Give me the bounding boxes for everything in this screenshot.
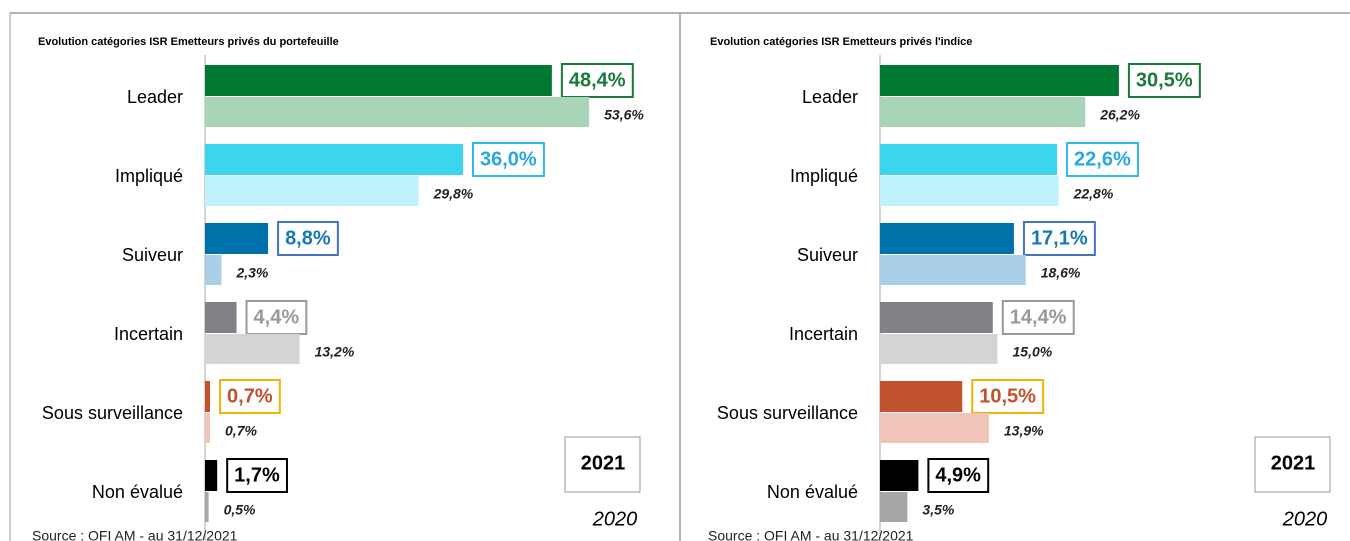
value-label: 1,7%	[234, 464, 280, 486]
chart-title: Evolution catégories ISR Emetteurs privé…	[710, 36, 972, 48]
value-label: 2,3%	[235, 265, 268, 281]
value-label: 15,0%	[1013, 344, 1053, 360]
bar	[205, 492, 209, 522]
source-note: Source : OFI AM - au 31/12/2021	[32, 528, 238, 541]
bar	[205, 381, 211, 412]
value-label-box	[1001, 300, 1075, 335]
value-label: 29,8%	[433, 186, 474, 202]
category-label: Incertain	[789, 324, 858, 344]
value-label: 26,2%	[1099, 107, 1140, 123]
bar	[880, 97, 1086, 127]
value-label: 13,9%	[1004, 423, 1044, 439]
bar	[205, 255, 222, 285]
bar	[880, 176, 1059, 206]
bar	[880, 460, 919, 491]
value-label: 13,2%	[315, 344, 355, 360]
legend-label: 2020	[1282, 508, 1328, 530]
bar	[205, 65, 552, 96]
bar	[205, 144, 463, 175]
legend-label: 2021	[1271, 452, 1316, 474]
bar	[880, 65, 1119, 96]
category-label: Sous surveillance	[42, 403, 183, 423]
bar	[205, 460, 218, 491]
category-label: Incertain	[114, 324, 183, 344]
category-label: Impliqué	[790, 166, 858, 186]
bar	[205, 97, 590, 127]
category-label: Non évalué	[767, 482, 858, 502]
value-label-box	[226, 458, 288, 493]
bar	[880, 302, 993, 333]
value-label-box	[560, 63, 634, 98]
value-label-box	[1066, 142, 1139, 177]
category-label: Non évalué	[92, 482, 183, 502]
category-label: Sous surveillance	[717, 403, 858, 423]
value-label-box	[1127, 63, 1201, 98]
value-label: 0,7%	[225, 423, 257, 439]
value-label: 10,5%	[979, 385, 1036, 407]
value-label: 0,7%	[227, 385, 273, 407]
bar	[880, 334, 998, 364]
value-label: 8,8%	[285, 227, 331, 249]
bar	[205, 334, 300, 364]
value-label-box	[219, 379, 281, 414]
value-label: 22,8%	[1073, 186, 1114, 202]
source-note: Source : OFI AM - au 31/12/2021	[708, 528, 914, 541]
value-label-box	[472, 142, 545, 177]
bar	[880, 144, 1058, 175]
value-label: 14,4%	[1010, 306, 1067, 328]
value-label: 22,6%	[1074, 148, 1131, 170]
value-label: 53,6%	[604, 107, 644, 123]
value-label: 3,5%	[922, 502, 954, 518]
category-label: Leader	[802, 87, 858, 107]
value-label-box	[1022, 221, 1096, 256]
legend-label: 2020	[592, 508, 638, 530]
value-label: 48,4%	[569, 69, 626, 91]
bar	[880, 381, 963, 412]
legend-label: 2021	[581, 452, 626, 474]
bar	[880, 492, 908, 522]
value-label: 4,9%	[935, 464, 981, 486]
bar	[205, 302, 237, 333]
bar	[880, 223, 1014, 254]
bar	[205, 413, 211, 443]
bar	[880, 413, 989, 443]
category-label: Leader	[127, 87, 183, 107]
bar	[880, 255, 1026, 285]
value-label: 36,0%	[480, 148, 537, 170]
bar	[205, 223, 269, 254]
bar	[205, 176, 419, 206]
value-label: 0,5%	[224, 502, 256, 518]
value-label: 17,1%	[1031, 227, 1088, 249]
chart-title: Evolution catégories ISR Emetteurs privé…	[38, 36, 339, 48]
category-label: Suiveur	[122, 245, 183, 265]
legend-box	[1254, 436, 1331, 493]
category-label: Suiveur	[797, 245, 858, 265]
legend-box	[564, 436, 641, 493]
value-label-box	[971, 379, 1045, 414]
value-label-box	[277, 221, 339, 256]
value-label: 4,4%	[254, 306, 300, 328]
value-label: 30,5%	[1136, 69, 1193, 91]
value-label-box	[927, 458, 990, 493]
category-label: Impliqué	[115, 166, 183, 186]
value-label: 18,6%	[1041, 265, 1081, 281]
